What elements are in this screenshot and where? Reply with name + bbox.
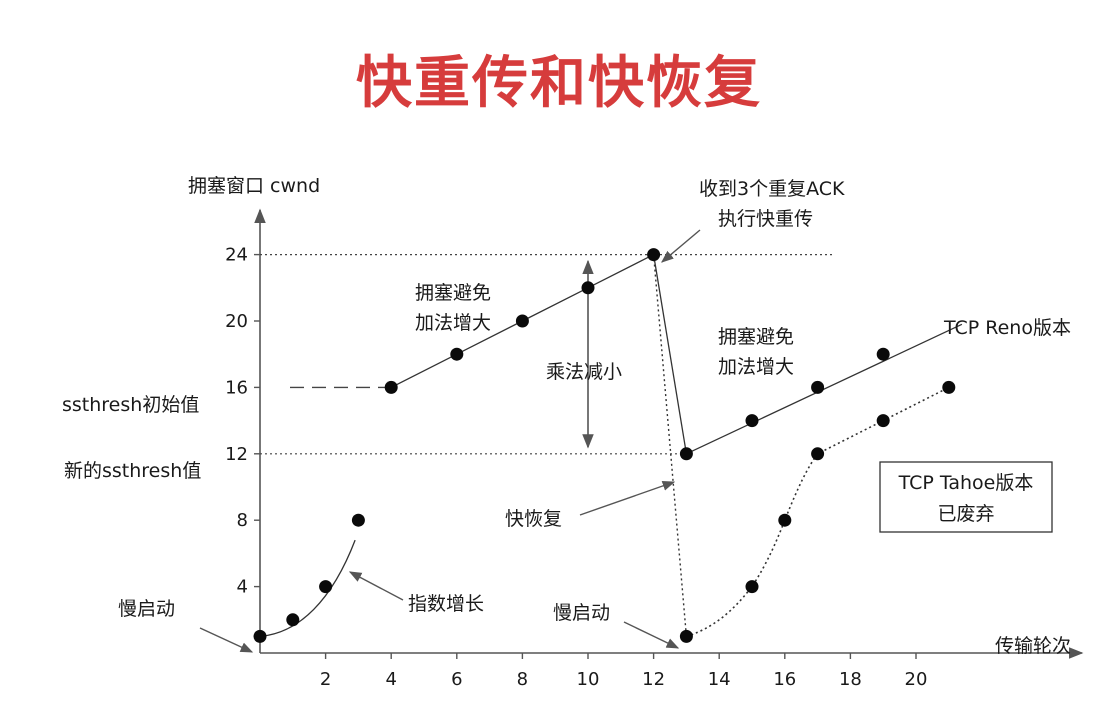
triple-ack-arrow <box>661 229 701 263</box>
tahoe-data-point <box>679 629 693 643</box>
tahoe-slow-start-curve <box>686 386 950 638</box>
x-tick-label: 10 <box>577 669 600 690</box>
y-tick-label: 24 <box>225 245 248 266</box>
congestion-avoidance-label-2-line2: 加法增大 <box>718 356 794 378</box>
x-tick-label: 16 <box>773 669 796 690</box>
triple-ack-label-line2: 执行快重传 <box>718 208 813 230</box>
tahoe-data-point <box>778 513 792 527</box>
reno-label: TCP Reno版本 <box>943 317 1071 339</box>
y-tick-label: 16 <box>225 377 248 398</box>
reno-data-point <box>581 281 595 295</box>
ssthresh-initial-label: ssthresh初始值 <box>62 394 199 416</box>
x-tick-label: 8 <box>517 669 528 690</box>
congestion-avoidance-label-1-line1: 拥塞避免 <box>415 282 491 304</box>
tahoe-data-point <box>745 580 759 594</box>
fast-recovery-label: 快恢复 <box>505 508 562 530</box>
x-tick-label: 18 <box>839 669 862 690</box>
y-tick-label: 8 <box>237 510 248 531</box>
tahoe-box <box>879 461 1053 533</box>
fast-recovery-arrow <box>579 481 676 516</box>
y-tick-label: 20 <box>225 311 248 332</box>
triple-ack-label-line1: 收到3个重复ACK <box>699 178 845 200</box>
tahoe-drop-line <box>652 254 688 637</box>
tahoe-data-point <box>942 380 956 394</box>
y-axis-label: 拥塞窗口 cwnd <box>188 175 320 197</box>
x-tick-label: 20 <box>905 669 928 690</box>
slow-start-label-1: 慢启动 <box>118 598 175 620</box>
congestion-avoidance-label-1-line2: 加法增大 <box>415 312 491 334</box>
reno-data-point <box>450 347 464 361</box>
tahoe-data-point <box>811 447 825 461</box>
reno-avoidance-line-2 <box>686 323 963 455</box>
x-tick-label: 12 <box>642 669 665 690</box>
x-tick-label: 2 <box>320 669 331 690</box>
reno-data-point <box>811 380 825 394</box>
reno-data-point <box>515 314 529 328</box>
y-tick-label: 4 <box>237 577 248 598</box>
data-points <box>253 248 956 643</box>
tahoe-data-point <box>876 414 890 428</box>
tahoe-label-line2: 已废弃 <box>937 503 994 525</box>
reno-data-point <box>253 629 267 643</box>
x-tick-label: 4 <box>385 669 396 690</box>
ssthresh-new-label: 新的ssthresh值 <box>64 460 201 482</box>
exponential-growth-arrow <box>348 571 404 601</box>
tahoe-label-line1: TCP Tahoe版本 <box>898 472 1034 494</box>
reno-data-point <box>647 248 661 262</box>
x-axis-label: 传输轮次 <box>995 635 1071 657</box>
exponential-growth-label: 指数增长 <box>408 593 484 615</box>
slide-title: 快重传和快恢复 <box>356 51 762 116</box>
multiplicative-decrease-label: 乘法减小 <box>546 361 622 383</box>
reno-data-point <box>384 380 398 394</box>
x-tick-label: 14 <box>708 669 731 690</box>
slow-start-arrow-2 <box>623 621 680 649</box>
curves <box>259 254 963 638</box>
reno-data-point <box>679 447 693 461</box>
reno-data-point <box>351 513 365 527</box>
reno-slow-start-curve <box>259 539 356 638</box>
reno-data-point <box>876 347 890 361</box>
x-tick-label: 6 <box>451 669 462 690</box>
y-tick-label: 12 <box>225 444 248 465</box>
congestion-avoidance-label-2-line1: 拥塞避免 <box>718 326 794 348</box>
slow-start-label-2: 慢启动 <box>553 602 610 624</box>
reno-data-point <box>286 613 300 627</box>
reno-data-point <box>745 414 759 428</box>
reno-data-point <box>319 580 333 594</box>
reno-drop-line <box>652 254 688 454</box>
slow-start-arrow-1 <box>199 627 254 653</box>
